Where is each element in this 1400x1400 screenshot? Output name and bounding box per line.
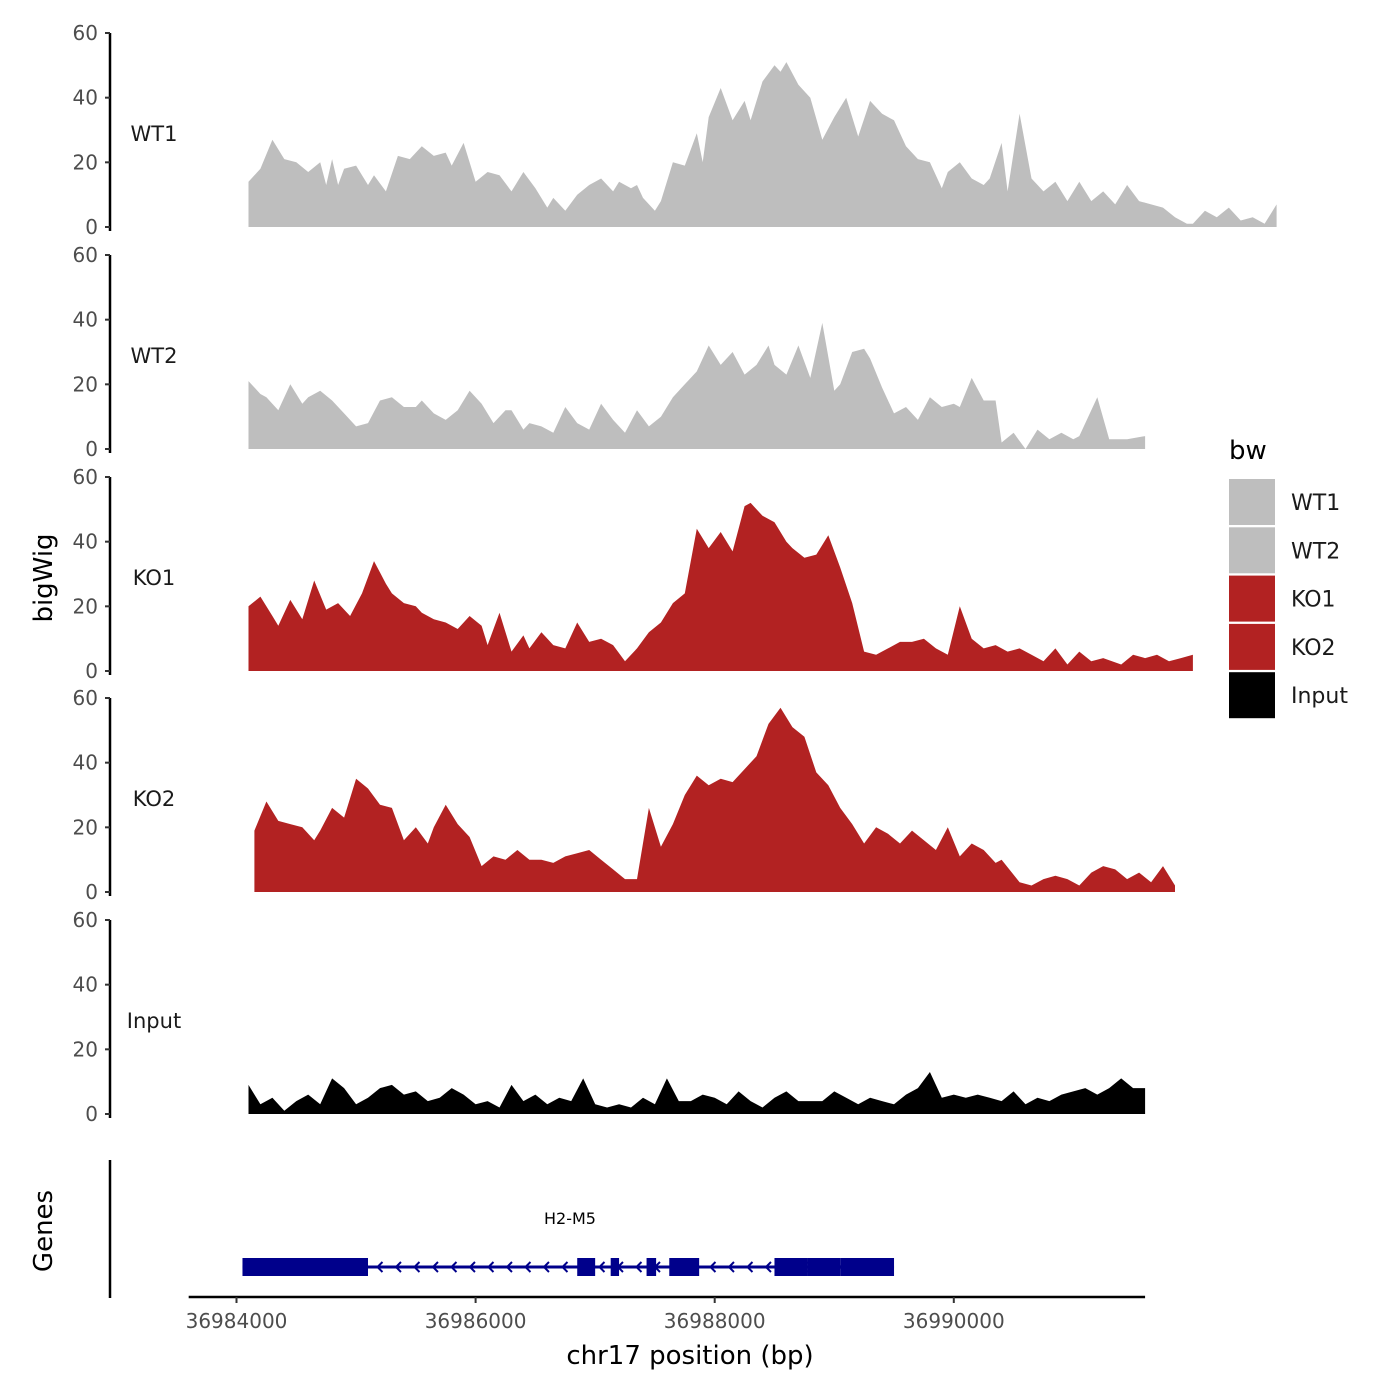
track-label-wt1: WT1 xyxy=(131,122,178,146)
x-tick-label: 36984000 xyxy=(186,1309,288,1333)
track-label-wt2: WT2 xyxy=(131,344,178,368)
strand-arrow xyxy=(709,1261,717,1273)
y-tick-label: 20 xyxy=(73,1037,98,1061)
strand-arrow xyxy=(764,1261,772,1273)
legend-label-wt1: WT1 xyxy=(1291,491,1340,516)
track-panels: 0 20 40 60 WT1 0 20 40 60 WT2 0 20 40 60 KO1 0 20 40 60 KO2… xyxy=(73,21,1277,1126)
track-label-input: Input xyxy=(127,1009,181,1033)
strand-arrow xyxy=(542,1261,550,1273)
y-tick-label: 40 xyxy=(73,751,98,775)
strand-arrow xyxy=(505,1261,513,1273)
x-tick-label: 36990000 xyxy=(903,1309,1005,1333)
exon xyxy=(242,1258,369,1276)
y-tick-label: 60 xyxy=(73,243,98,267)
track-panel-ko1: 0 20 40 60 KO1 xyxy=(73,465,1193,683)
legend-title: bw xyxy=(1229,436,1267,466)
genes-track: H2-M5 xyxy=(108,1160,895,1298)
legend-label-wt2: WT2 xyxy=(1291,539,1340,564)
strand-arrow xyxy=(413,1261,421,1273)
legend-label-ko2: KO2 xyxy=(1291,636,1336,661)
y-tick-label: 60 xyxy=(73,465,98,489)
y-tick-label: 20 xyxy=(73,150,98,174)
legend-swatch-input xyxy=(1229,672,1275,719)
x-tick-label: 36986000 xyxy=(425,1309,527,1333)
track-panel-wt1: 0 20 40 60 WT1 xyxy=(73,21,1277,239)
legend-swatch-ko1 xyxy=(1229,575,1275,622)
strand-arrow xyxy=(727,1261,735,1273)
x-axis: 36984000 36986000 36988000 36990000 xyxy=(186,1295,1146,1333)
strand-arrow xyxy=(376,1261,384,1273)
strand-arrow xyxy=(468,1261,476,1273)
y-tick-label: 20 xyxy=(73,815,98,839)
strand-arrow xyxy=(635,1261,643,1273)
y-tick-label: 60 xyxy=(73,21,98,45)
y-tick-label: 20 xyxy=(73,594,98,618)
y-tick-label: 60 xyxy=(73,686,98,710)
exon xyxy=(807,1258,841,1276)
strand-arrow xyxy=(561,1261,569,1273)
y-tick-label: 0 xyxy=(85,659,98,683)
strand-arrow xyxy=(431,1261,439,1273)
strand-arrow xyxy=(487,1261,495,1273)
exon xyxy=(669,1258,700,1276)
strand-arrow xyxy=(394,1261,402,1273)
exon xyxy=(840,1258,895,1276)
legend: bw WT1 WT2 KO1 KO2 Input xyxy=(1229,436,1348,719)
track-label-ko1: KO1 xyxy=(133,566,176,590)
area-wt2 xyxy=(248,322,1146,449)
track-panel-input: 0 20 40 60 Input xyxy=(73,908,1146,1126)
y-tick-label: 40 xyxy=(73,308,98,332)
legend-swatch-wt2 xyxy=(1229,527,1275,574)
area-input xyxy=(248,1072,1146,1114)
y-tick-label: 40 xyxy=(73,530,98,554)
y-tick-label: 40 xyxy=(73,973,98,997)
exon xyxy=(774,1258,808,1276)
y-tick-label: 0 xyxy=(85,880,98,904)
y-tick-label: 60 xyxy=(73,908,98,932)
legend-swatch-ko2 xyxy=(1229,623,1275,670)
track-label-ko2: KO2 xyxy=(133,787,176,811)
y-tick-label: 0 xyxy=(85,215,98,239)
y-tick-label: 40 xyxy=(73,86,98,110)
x-tick-label: 36988000 xyxy=(664,1309,766,1333)
exon xyxy=(646,1258,657,1276)
strand-arrow xyxy=(598,1261,606,1273)
exon xyxy=(577,1258,596,1276)
area-ko1 xyxy=(248,502,1193,671)
x-axis-title: chr17 position (bp) xyxy=(566,1341,813,1371)
y-tick-label: 0 xyxy=(85,1102,98,1126)
strand-arrow xyxy=(746,1261,754,1273)
legend-swatch-wt1 xyxy=(1229,479,1275,525)
strand-arrow xyxy=(524,1261,532,1273)
y-axis-title: bigWig xyxy=(29,533,59,622)
legend-label-input: Input xyxy=(1291,684,1348,709)
y-tick-label: 0 xyxy=(85,437,98,461)
genes-track-title: Genes xyxy=(29,1190,59,1272)
legend-label-ko1: KO1 xyxy=(1291,588,1336,613)
gene-name: H2-M5 xyxy=(544,1209,596,1228)
strand-arrow xyxy=(450,1261,458,1273)
y-tick-label: 20 xyxy=(73,372,98,396)
track-panel-wt2: 0 20 40 60 WT2 xyxy=(73,243,1146,461)
area-wt1 xyxy=(248,62,1277,227)
track-panel-ko2: 0 20 40 60 KO2 xyxy=(73,686,1175,904)
area-ko2 xyxy=(254,707,1175,892)
exon xyxy=(610,1258,620,1276)
